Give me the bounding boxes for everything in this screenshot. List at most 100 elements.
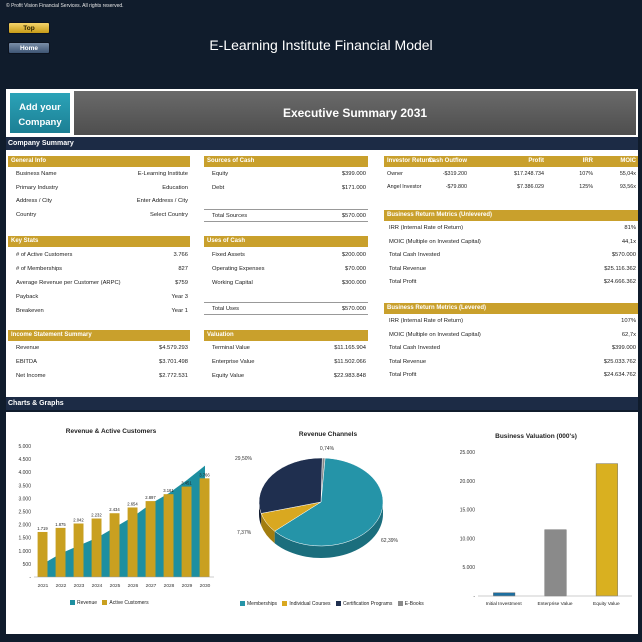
customers-data-label: 2.232 xyxy=(91,513,102,518)
y-tick-label: 1.000 xyxy=(18,549,31,555)
customers-bar xyxy=(199,478,210,577)
unlevered-value: $25.116.362 xyxy=(604,265,636,272)
valuation-value: $11.165.904 xyxy=(334,345,366,351)
y-tick-label: 20.000 xyxy=(460,479,476,485)
levered-label: Total Revenue xyxy=(389,358,427,365)
revenue-channels-chart: 62,39% 7,37% 29,50% 0,74% xyxy=(235,446,399,558)
top-button[interactable]: Top xyxy=(8,22,50,34)
valuation-label: Equity Value xyxy=(212,373,245,379)
chart-title-revenue: Revenue & Active Customers xyxy=(65,428,157,435)
valuation-header: Valuation xyxy=(204,330,368,341)
uses-of-cash-header: Uses of Cash xyxy=(204,236,368,247)
levered-value: 107% xyxy=(621,318,636,324)
sources-of-cash-value: $399.000 xyxy=(341,171,366,177)
key-stats-label: Payback xyxy=(16,294,39,300)
income-statement-label: EBITDA xyxy=(16,359,37,365)
key-stats-label: # of Memberships xyxy=(16,266,63,272)
uses-of-cash-label: Total Uses xyxy=(212,306,240,312)
channels-chart-legend: Memberships Individual Courses Certifica… xyxy=(240,601,424,607)
charts-area: Revenue & Active Customers 5.000 4.500 4.0… xyxy=(6,412,638,634)
levered-value: $399.000 xyxy=(611,345,636,351)
sources-of-cash-header: Sources of Cash xyxy=(204,156,368,167)
legend-certification-label: Certification Programs xyxy=(342,601,393,607)
investor-returns-cell: 55,04x xyxy=(619,171,636,177)
company-logo-placeholder[interactable]: Add your Company Logo xyxy=(8,91,72,143)
key-stats-value: 827 xyxy=(178,266,188,272)
customers-bar xyxy=(73,523,84,577)
summary-title: Executive Summary 2031 xyxy=(74,91,636,135)
unlevered-value: 81% xyxy=(624,225,636,231)
key-stats-label: # of Active Customers xyxy=(16,252,73,258)
income-statement-label: Net Income xyxy=(16,373,46,379)
levered-value: $24.634.762 xyxy=(603,372,636,378)
legend-certification-swatch xyxy=(335,601,341,606)
pie-data-label: 62,39% xyxy=(381,538,399,544)
key-stats-label: Average Revenue per Customer (ARPC) xyxy=(16,280,121,286)
income-statement-value: $3.701.498 xyxy=(158,359,188,365)
pie-slice xyxy=(274,457,384,547)
investor-returns-cell: Angel Investor xyxy=(387,184,422,190)
uses-of-cash-value: $570.000 xyxy=(341,306,366,312)
key-stats-label: Breakeven xyxy=(16,308,44,314)
customers-bar xyxy=(55,527,66,577)
general-info-header: General Info xyxy=(8,156,190,167)
copyright-notice: © Profit Vision Financial Services. All … xyxy=(6,3,124,9)
x-tick-label: Equity Value xyxy=(593,601,620,607)
x-tick-label: 2025 xyxy=(110,583,121,589)
legend-revenue-label: Revenue xyxy=(77,600,98,606)
col-investor: Investor Returns xyxy=(387,158,435,164)
uses-of-cash-value: $300.000 xyxy=(341,280,366,286)
valuation-row: Enterprise Value $11.502.066 xyxy=(204,356,368,369)
investor-returns-cell: $17.248.734 xyxy=(514,171,544,177)
legend-customers-label: Active Customers xyxy=(109,600,149,606)
legend-customers-swatch xyxy=(102,600,108,605)
home-button[interactable]: Home xyxy=(8,42,50,54)
key-stats-value: $759 xyxy=(175,280,188,286)
levered-row: Total Profit $24.634.762 xyxy=(384,369,638,382)
customers-data-label: 1.875 xyxy=(55,522,66,527)
general-info-value: Enter Address / City xyxy=(136,198,188,204)
investor-returns-header: Investor Returns Cash Outflow Profit IRR… xyxy=(384,156,638,167)
customers-bar xyxy=(181,486,192,577)
x-tick-label: 2023 xyxy=(74,583,85,589)
levered-header: Business Return Metrics (Levered) xyxy=(384,303,638,314)
col-profit: Profit xyxy=(528,158,544,164)
business-valuation-chart: 25.000 20.000 15.000 10.000 5.000 - Initial In… xyxy=(460,450,632,607)
uses-of-cash-label: Operating Expenses xyxy=(212,266,265,272)
investor-returns-row: Owner -$319.200 $17.248.734 107% 55,04x xyxy=(384,168,638,181)
customers-data-label: 2.897 xyxy=(145,495,156,500)
general-info-row: Business Name E-Learning Institute xyxy=(8,168,190,181)
investor-returns-cell: -$79.800 xyxy=(445,184,467,190)
valuation-value: $11.502.066 xyxy=(334,359,366,365)
income-statement-header: Income Statement Summary xyxy=(8,330,190,341)
customers-data-label: 2.042 xyxy=(73,517,84,522)
unlevered-header: Business Return Metrics (Unlevered) xyxy=(384,210,638,221)
unlevered-row: MOIC (Multiple on Invested Capital) 44,1x xyxy=(384,236,638,249)
key-stats-row: # of Memberships 827 xyxy=(8,263,190,276)
sources-of-cash-label: Debt xyxy=(212,184,225,191)
sources-of-cash-value: $171.000 xyxy=(341,184,366,191)
pie-data-label: 0,74% xyxy=(320,446,335,452)
key-stats-value: 3.766 xyxy=(173,252,188,258)
key-stats-row: Payback Year 3 xyxy=(8,291,190,304)
unlevered-label: Total Revenue xyxy=(389,265,427,272)
x-tick-label: 2029 xyxy=(182,583,193,589)
customers-data-label: 1.719 xyxy=(37,526,48,531)
customers-bar xyxy=(37,531,48,577)
y-tick-label: 3.500 xyxy=(18,483,31,489)
valuation-row: Terminal Value $11.165.904 xyxy=(204,342,368,355)
investor-returns-row: Angel Investor -$79.800 $7.386.029 125% 93,5… xyxy=(384,181,638,194)
uses-of-cash-row: Fixed Assets $200.000 xyxy=(204,249,368,262)
customers-bar xyxy=(163,494,174,577)
col-irr: IRR xyxy=(582,158,593,164)
y-tick-label: 1.500 xyxy=(18,536,31,542)
unlevered-value: $570.000 xyxy=(611,252,636,258)
unlevered-label: Total Cash Invested xyxy=(389,252,440,258)
x-tick-label: 2024 xyxy=(92,583,103,589)
unlevered-row: Total Revenue $25.116.362 xyxy=(384,263,638,276)
customers-bar xyxy=(91,518,102,577)
sources-of-cash-total-row: Total Sources $570.000 xyxy=(204,209,368,222)
customers-bar xyxy=(109,513,120,577)
key-stats-value: Year 1 xyxy=(171,308,188,314)
legend-revenue-swatch xyxy=(70,600,75,605)
